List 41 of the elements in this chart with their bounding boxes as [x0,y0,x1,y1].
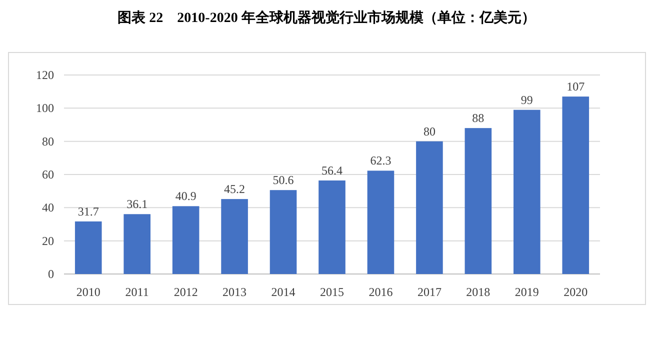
data-label: 88 [472,111,484,126]
data-label: 80 [423,124,436,138]
x-tick-label: 2017 [417,285,442,299]
bar [124,214,150,274]
y-tick-label: 120 [36,68,54,82]
bar [221,199,248,274]
bar [172,206,200,274]
chart-title: 图表 22 2010-2020 年全球机器视觉行业市场规模（单位：亿美元） [118,9,536,26]
x-tick-label: 2020 [564,285,588,299]
y-tick-label: 80 [42,134,54,148]
data-label: 107 [566,80,585,94]
data-label: 56.4 [322,163,342,178]
data-label: 50.6 [272,173,294,188]
y-tick-label: 0 [48,267,54,281]
y-tick-label: 60 [42,168,54,182]
x-tick-label: 2011 [125,285,149,299]
x-tick-label: 2010 [76,285,100,299]
bar [416,141,443,274]
bar [367,170,394,274]
x-tick-label: 2016 [368,285,393,299]
data-label: 62.3 [370,154,392,168]
y-tick-label: 100 [36,101,54,116]
data-label: 36.1 [126,197,148,212]
bar [270,190,297,274]
bar [74,221,102,274]
data-label: 40.9 [175,189,196,204]
x-tick-label: 2019 [514,285,539,299]
data-label: 31.7 [78,204,99,218]
x-tick-label: 2018 [466,285,490,299]
x-tick-label: 2012 [174,285,198,299]
x-tick-label: 2013 [222,285,247,299]
x-tick-label: 2014 [271,285,296,299]
y-tick-label: 20 [42,234,54,248]
data-label: 99 [520,92,533,107]
x-tick-label: 2015 [320,285,344,299]
y-tick-label: 40 [42,200,54,215]
bar [514,110,540,274]
bar [318,180,346,274]
bar [464,128,492,274]
bar [562,96,590,274]
data-label: 45.2 [224,182,246,196]
